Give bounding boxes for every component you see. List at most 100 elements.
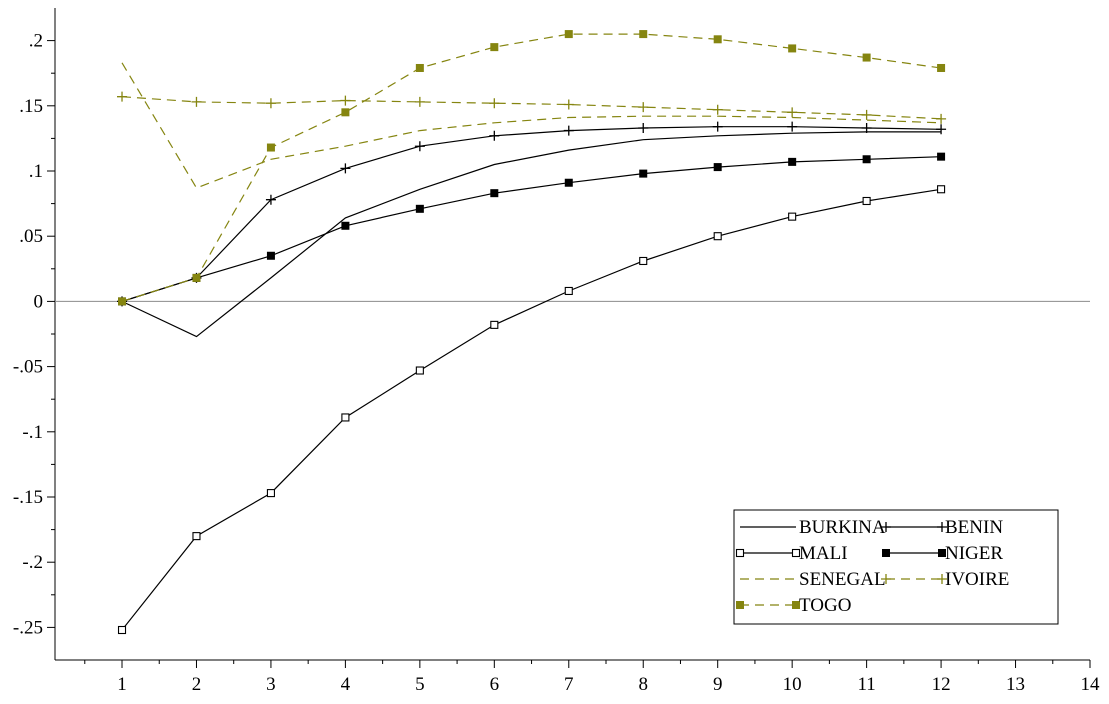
data-point-niger xyxy=(564,178,573,187)
data-point-mali xyxy=(117,625,127,635)
data-point-mali xyxy=(266,489,275,498)
data-point-benin xyxy=(936,124,947,135)
data-point-ivoire xyxy=(489,98,500,109)
legend-item-ivoire: IVOIRE xyxy=(881,569,1009,590)
series-senegal xyxy=(121,62,942,189)
x-tick-label: 4 xyxy=(341,674,351,695)
legend-label: MALI xyxy=(799,543,848,564)
y-tick-label: .1 xyxy=(29,161,43,182)
legend-item-togo: TOGO xyxy=(736,595,851,616)
data-point-togo xyxy=(564,30,573,39)
y-tick-label: -.25 xyxy=(13,617,43,638)
series-line-togo xyxy=(121,33,942,302)
data-point-mali xyxy=(490,320,499,329)
x-tick-label: 3 xyxy=(266,674,276,695)
data-point-ivoire xyxy=(563,99,574,110)
series-line-senegal xyxy=(121,62,942,189)
data-point-niger xyxy=(639,169,648,178)
data-point-niger xyxy=(341,221,350,230)
data-point-togo xyxy=(788,44,797,53)
legend-item-senegal: SENEGAL xyxy=(740,569,886,590)
data-point-benin xyxy=(861,122,872,133)
data-point-niger xyxy=(788,157,797,166)
data-point-ivoire xyxy=(936,113,947,124)
y-tick-label: 0 xyxy=(34,291,44,312)
data-point-ivoire xyxy=(191,96,202,107)
x-tick-label: 9 xyxy=(713,674,723,695)
data-point-togo xyxy=(639,30,648,39)
data-point-ivoire xyxy=(787,107,798,118)
data-point-mali xyxy=(713,232,722,241)
legend-marker xyxy=(937,574,947,584)
data-point-benin xyxy=(265,194,276,205)
legend-label: BURKINA xyxy=(799,517,886,538)
legend-item-burkina: BURKINA xyxy=(740,517,886,538)
data-point-niger xyxy=(415,204,424,213)
data-point-togo xyxy=(490,43,499,52)
axes: -.25-.2-.15-.1-.050.05.1.15.21 2 3 4 5 6 7 8 9 10… xyxy=(13,8,1100,695)
data-point-togo xyxy=(266,143,275,152)
data-point-benin xyxy=(489,130,500,141)
legend-marker xyxy=(792,601,800,609)
x-tick-label: 5 xyxy=(415,674,425,695)
series-ivoire xyxy=(117,91,947,124)
data-point-togo xyxy=(192,273,201,282)
y-tick-label: .15 xyxy=(19,96,43,117)
legend-label: BENIN xyxy=(945,517,1003,538)
legend-label: IVOIRE xyxy=(945,569,1009,590)
data-point-benin xyxy=(638,122,649,133)
y-tick-label: .05 xyxy=(19,226,43,247)
data-point-mali xyxy=(788,212,797,221)
legend-marker xyxy=(882,549,890,557)
series-togo xyxy=(118,30,946,306)
legend-marker xyxy=(881,522,891,532)
legend-item-benin: BENIN xyxy=(881,517,1003,538)
data-point-niger xyxy=(490,189,499,198)
series-line-mali xyxy=(121,188,942,631)
data-point-benin xyxy=(340,163,351,174)
series-niger xyxy=(118,152,946,306)
data-point-ivoire xyxy=(340,95,351,106)
legend-item-mali: MALI xyxy=(735,543,848,564)
x-tick-label: 8 xyxy=(638,674,648,695)
data-point-togo xyxy=(937,63,946,72)
data-point-niger xyxy=(713,163,722,172)
legend-label: SENEGAL xyxy=(799,569,886,590)
x-tick-label: 13 xyxy=(1006,674,1025,695)
legend-item-niger: NIGER xyxy=(882,543,1003,564)
x-tick-label: 1 xyxy=(117,674,127,695)
data-point-ivoire xyxy=(414,96,425,107)
legend-marker xyxy=(937,522,947,532)
legend-label: TOGO xyxy=(799,595,851,616)
legend-marker xyxy=(791,548,801,558)
data-point-togo xyxy=(415,63,424,72)
data-point-togo xyxy=(862,53,871,62)
data-point-togo xyxy=(118,297,127,306)
data-point-mali xyxy=(341,413,350,422)
data-point-benin xyxy=(563,125,574,136)
x-tick-label: 14 xyxy=(1081,674,1101,695)
y-tick-label: -.1 xyxy=(22,422,43,443)
y-tick-label: -.05 xyxy=(13,357,43,378)
y-tick-label: -.2 xyxy=(22,552,43,573)
series-line-niger xyxy=(121,156,942,302)
series-line-ivoire xyxy=(121,96,942,120)
x-tick-label: 7 xyxy=(564,674,574,695)
data-point-ivoire xyxy=(117,91,128,102)
x-tick-label: 6 xyxy=(490,674,500,695)
series-line-benin xyxy=(121,126,942,302)
series-line-burkina xyxy=(121,131,942,338)
legend: BURKINA BENIN MALI NIGER SENEGAL IVOIRE TOGO xyxy=(733,509,1059,625)
legend-marker xyxy=(938,549,946,557)
series-group xyxy=(117,30,947,635)
data-point-mali xyxy=(937,185,946,194)
data-point-mali xyxy=(862,196,871,206)
data-point-mali xyxy=(564,286,573,296)
data-point-togo xyxy=(341,108,350,117)
data-point-mali xyxy=(192,532,201,541)
data-point-ivoire xyxy=(861,109,872,120)
data-point-benin xyxy=(787,121,798,132)
data-point-ivoire xyxy=(265,98,276,109)
